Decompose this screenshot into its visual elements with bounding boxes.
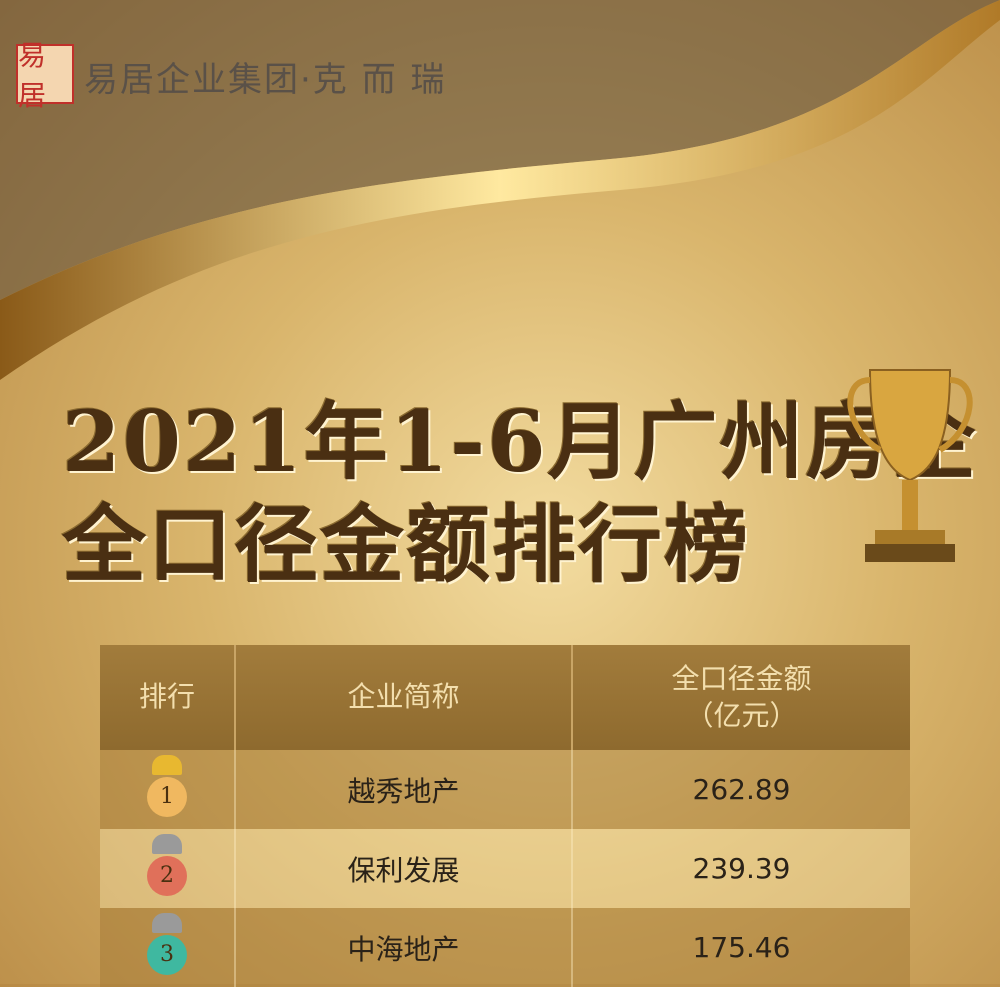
crown-medal-icon: 2 <box>147 834 187 896</box>
company-name: 越秀地产 <box>235 750 573 829</box>
table-row: 1 越秀地产 262.89 <box>100 750 910 829</box>
company-logo: 易居 <box>16 39 74 112</box>
header-company: 企业简称 <box>235 645 573 750</box>
company-name: 保利发展 <box>235 829 573 908</box>
header-amount-unit: （亿元） <box>685 698 798 732</box>
amount: 175.46 <box>572 908 910 987</box>
company-name: 中海地产 <box>235 908 573 987</box>
trophy-icon <box>847 369 973 562</box>
title-line-2: 全口径金额排行榜 <box>62 495 751 594</box>
amount: 239.39 <box>572 829 910 908</box>
header-rank: 排行 <box>100 645 236 750</box>
header-amount-label: 全口径金额 <box>671 662 812 696</box>
crown-medal-icon: 3 <box>147 913 187 975</box>
table-row: 2 保利发展 239.39 <box>100 829 910 908</box>
table-row: 3 中海地产 175.46 <box>100 908 910 987</box>
gold-ribbon-decoration <box>0 0 1000 380</box>
amount: 262.89 <box>572 750 910 829</box>
table-header-row: 排行 企业简称 全口径金额 （亿元） <box>100 645 910 750</box>
brand-name: 易居企业集团·克 而 瑞 <box>84 60 447 100</box>
header-amount: 全口径金额 （亿元） <box>572 645 910 750</box>
ranking-table: 排行 企业简称 全口径金额 （亿元） 1 越秀地产 262.89 2 保利发展 2… <box>100 645 910 987</box>
crown-medal-icon: 1 <box>147 755 187 817</box>
title-line-1: 2021年1-6月广州房企 <box>62 392 978 491</box>
